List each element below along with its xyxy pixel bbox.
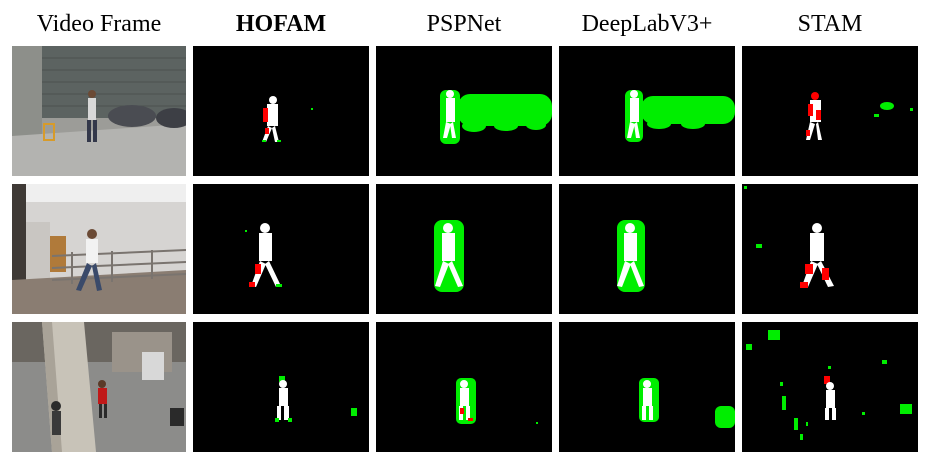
stam-mask-row-1 [742, 46, 918, 176]
header-deeplabv3plus: DeepLabV3+ [581, 11, 713, 37]
pspnet-mask-row-1 [376, 46, 552, 176]
header-video-frame: Video Frame [36, 11, 162, 37]
stam-mask-row-3 [742, 322, 918, 452]
pspnet-mask-row-2 [376, 184, 552, 314]
pspnet-mask-row-3 [376, 322, 552, 452]
header-pspnet: PSPNet [426, 11, 502, 37]
hofam-mask-row-3 [193, 322, 369, 452]
video-frame-row-2 [12, 184, 186, 314]
hofam-mask-row-2 [193, 184, 369, 314]
header-hofam: HOFAM [235, 11, 327, 37]
hofam-mask-row-1 [193, 46, 369, 176]
video-frame-row-1 [12, 46, 186, 176]
deeplab-mask-row-2 [559, 184, 735, 314]
deeplab-mask-row-3 [559, 322, 735, 452]
video-frame-row-3 [12, 322, 186, 452]
deeplab-mask-row-1 [559, 46, 735, 176]
header-stam: STAM [797, 11, 863, 37]
stam-mask-row-2 [742, 184, 918, 314]
